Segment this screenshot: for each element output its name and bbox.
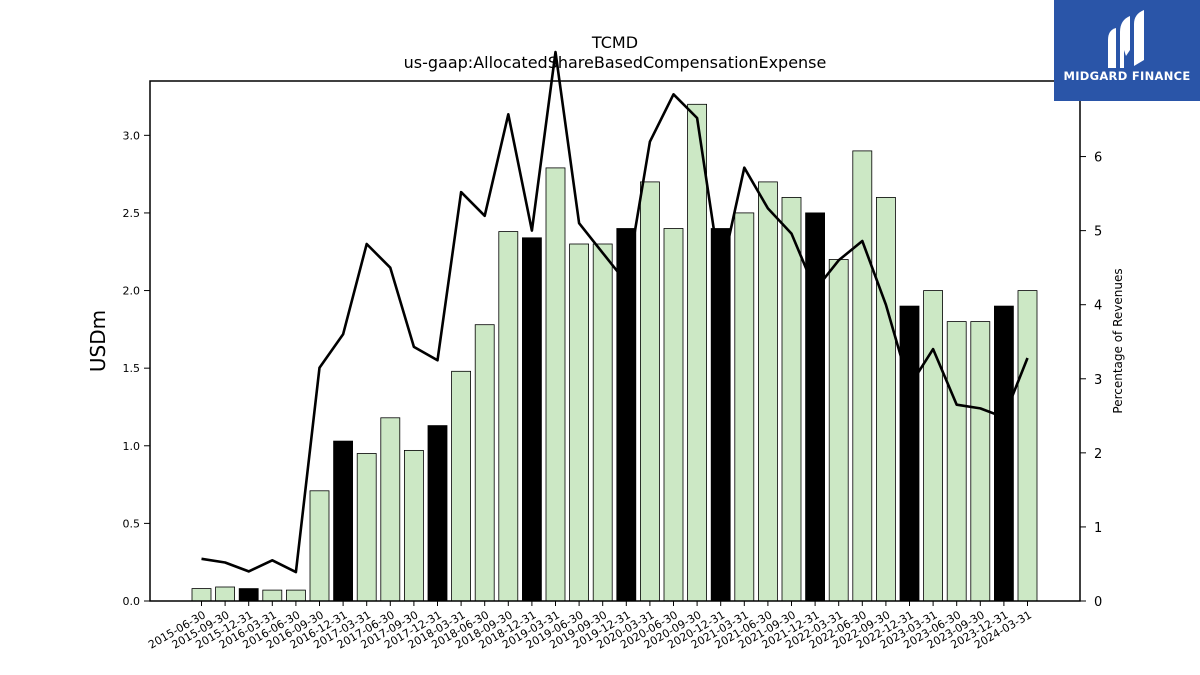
y-axis-ticks: 0.0 0.5 1.0 1.5 2.0 2.5 3.0 bbox=[123, 129, 150, 608]
y-tick-label: 3.0 bbox=[123, 129, 141, 142]
chart-subtitle: us-gaap:AllocatedShareBasedCompensationE… bbox=[404, 53, 827, 72]
chart-title: TCMD bbox=[591, 33, 638, 52]
y2-tick-label: 1 bbox=[1094, 521, 1102, 536]
bar bbox=[522, 237, 542, 602]
bar bbox=[238, 588, 259, 602]
bar bbox=[710, 228, 731, 602]
bar bbox=[899, 305, 920, 602]
midgard-logo-icon bbox=[1108, 10, 1144, 68]
y2-axis-label: Percentage of Revenues bbox=[1111, 268, 1125, 413]
bar bbox=[1017, 290, 1038, 602]
y-axis-label: USDm bbox=[86, 310, 110, 372]
x-axis-ticks: 2015-06-302015-09-302015-12-312016-03-31… bbox=[146, 601, 1034, 652]
y-tick-label: 2.0 bbox=[123, 285, 141, 298]
brand-name: MIDGARD FINANCE bbox=[1063, 69, 1191, 83]
bar bbox=[451, 370, 472, 602]
bar bbox=[970, 321, 991, 602]
y2-tick-label: 4 bbox=[1094, 299, 1102, 314]
y-tick-label: 1.0 bbox=[123, 440, 141, 453]
bar bbox=[191, 588, 212, 602]
bar bbox=[828, 259, 849, 602]
bar bbox=[781, 196, 802, 602]
y2-tick-label: 0 bbox=[1094, 595, 1102, 610]
y2-tick-label: 2 bbox=[1094, 447, 1102, 462]
brand-logo: MIDGARD FINANCE bbox=[1054, 0, 1200, 101]
y-tick-label: 1.5 bbox=[123, 362, 141, 375]
y2-tick-label: 6 bbox=[1094, 151, 1102, 166]
bar bbox=[663, 228, 684, 602]
bar-series bbox=[191, 103, 1038, 602]
y-tick-label: 0.0 bbox=[123, 595, 141, 608]
bar bbox=[356, 453, 377, 602]
percentage-line bbox=[201, 50, 1029, 574]
bar bbox=[616, 228, 637, 602]
bar bbox=[427, 425, 448, 602]
bar bbox=[592, 243, 613, 602]
bar bbox=[545, 167, 566, 602]
bar bbox=[687, 103, 707, 602]
y2-tick-label: 3 bbox=[1094, 373, 1102, 388]
bar bbox=[262, 589, 283, 602]
bar bbox=[923, 290, 943, 602]
y-tick-label: 0.5 bbox=[123, 517, 141, 530]
bar bbox=[640, 181, 660, 602]
bar bbox=[403, 449, 424, 602]
bar bbox=[285, 589, 306, 602]
bar bbox=[474, 324, 495, 602]
bar bbox=[876, 196, 896, 602]
bar bbox=[994, 305, 1014, 602]
bar bbox=[758, 181, 778, 602]
bar bbox=[333, 440, 354, 602]
bar bbox=[498, 231, 519, 602]
y2-axis-ticks: 01234567 bbox=[1080, 76, 1102, 610]
bar bbox=[569, 243, 589, 602]
bar bbox=[852, 150, 873, 602]
plot-frame bbox=[149, 80, 1081, 602]
y-tick-label: 2.5 bbox=[123, 207, 141, 220]
bar bbox=[215, 586, 236, 602]
y2-tick-label: 5 bbox=[1094, 225, 1102, 240]
bar bbox=[946, 321, 967, 602]
line-series bbox=[201, 50, 1029, 574]
bar bbox=[309, 490, 330, 602]
bar bbox=[380, 417, 401, 602]
bar bbox=[734, 212, 755, 602]
